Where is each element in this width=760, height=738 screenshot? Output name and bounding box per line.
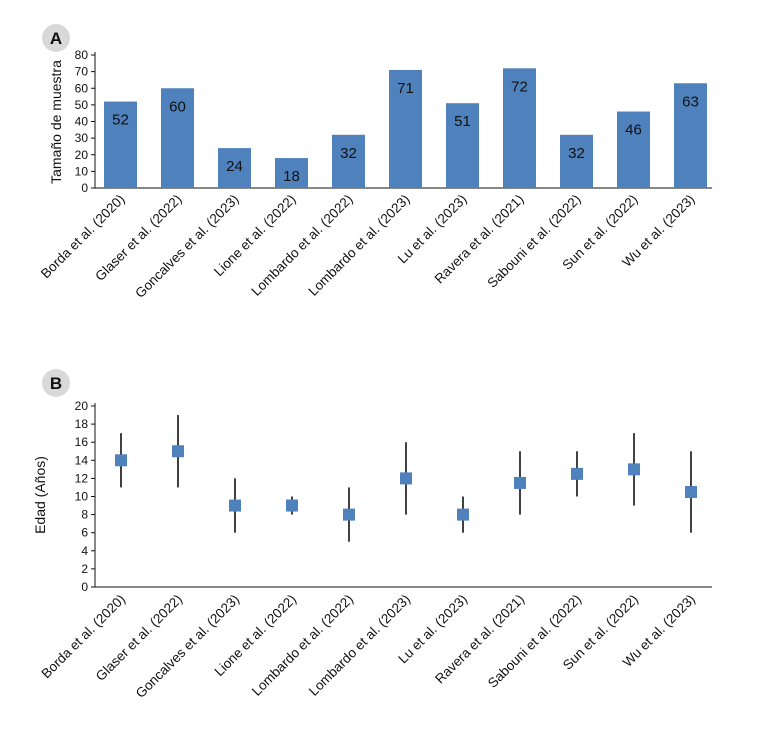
bar-data-label: 24 [226,158,243,175]
panel-b-y-tick-label: 10 [75,490,89,504]
panel-b-y-tick-label: 14 [75,453,89,467]
bar-data-label: 32 [568,145,585,162]
panel-b-chart: B 0 2 4 6 8 10 12 14 16 18 20 Borda et al. (2020)G… [32,369,712,701]
panel-a-chart: A 0 10 20 30 40 50 60 70 80 52 60 24 18 32 71 51 72 32 46… [38,24,712,301]
panel-a-y-tick-label: 30 [75,131,89,145]
panel-b-y-axis-label: Edad (Años) [32,456,48,534]
mean-point [115,454,127,467]
bar [104,101,137,188]
panel-b-y-tick-label: 6 [81,526,88,540]
panel-b-badge [42,369,70,397]
mean-point [514,476,526,489]
bar-data-label: 72 [511,78,528,95]
panel-a-y-axis-label: Tamaño de muestra [48,60,64,184]
bar [674,83,707,188]
panel-a-y-tick-label: 80 [75,48,89,62]
panel-b-axes: 0 2 4 6 8 10 12 14 16 18 20 [75,399,712,594]
panel-b-x-tick-label: Sabouni et al. (2022) [485,592,584,691]
panel-b-y-tick-label: 12 [75,471,89,485]
panel-a-y-tick-label: 20 [75,148,89,162]
mean-point [685,485,697,498]
panel-b-y-tick-label: 8 [81,508,88,522]
panel-b-y-tick-label: 2 [81,562,88,576]
panel-a-letter: A [50,29,62,48]
mean-point [229,499,241,512]
panel-b-y-tick-label: 16 [75,435,89,449]
bar-data-label: 46 [625,122,642,139]
bar [503,68,536,188]
bar [218,148,251,188]
panel-b-y-tick-label: 4 [81,544,88,558]
bar-data-label: 18 [283,168,300,185]
panel-a-y-tick-label: 50 [75,98,89,112]
panel-b-y-tick-label: 0 [81,580,88,594]
mean-point [172,445,184,458]
panel-a-badge [42,24,70,52]
panel-a-y-tick-label: 40 [75,115,89,129]
panel-a-x-tick-label: Sabouni et al. (2022) [484,192,583,291]
bar [161,88,194,188]
bar [332,134,365,188]
panel-a-x-tick-label: Lombardo et al. (2022) [248,192,355,299]
panel-a-y-tick-label: 60 [75,81,89,95]
panel-b-x-tick-labels: Borda et al. (2020)Glaser et al. (2022)G… [38,592,698,701]
panel-b-y-tick-label: 18 [75,417,89,431]
bar-data-label: 63 [682,93,699,110]
mean-point [628,463,640,476]
panel-b-x-tick-label: Lombardo et al. (2023) [306,592,413,699]
mean-point [571,467,583,480]
bar-data-label: 60 [169,98,186,115]
panel-a-y-tick-label: 0 [81,181,88,195]
bar-data-label: 32 [340,145,357,162]
mean-point [457,508,469,521]
panel-a-y-tick-label: 70 [75,65,89,79]
mean-point [286,499,298,512]
bar [389,69,422,188]
panel-a-x-tick-labels: Borda et al. (2020)Glaser et al. (2022)G… [38,192,698,301]
panel-b-x-tick-label: Goncalves et al. (2023) [133,592,242,701]
mean-point [400,472,412,485]
panel-b-points [115,415,697,542]
bar [617,111,650,188]
bar-data-label: 71 [397,80,414,97]
mean-point [343,508,355,521]
panel-b-x-tick-label: Lombardo et al. (2022) [249,592,356,699]
bar-data-label: 52 [112,112,129,129]
bar [275,158,308,188]
bar-data-label: 51 [454,113,471,130]
panel-a-bars: 52 60 24 18 32 71 51 72 32 46 63 [104,68,707,188]
bar [446,103,479,188]
panel-b-letter: B [50,374,62,393]
panel-a-x-tick-label: Goncalves et al. (2023) [132,192,241,301]
panel-b-y-tick-label: 20 [75,399,89,413]
panel-a-y-tick-label: 10 [75,164,89,178]
bar [560,134,593,188]
panel-a-x-tick-label: Lombardo et al. (2023) [305,192,412,299]
